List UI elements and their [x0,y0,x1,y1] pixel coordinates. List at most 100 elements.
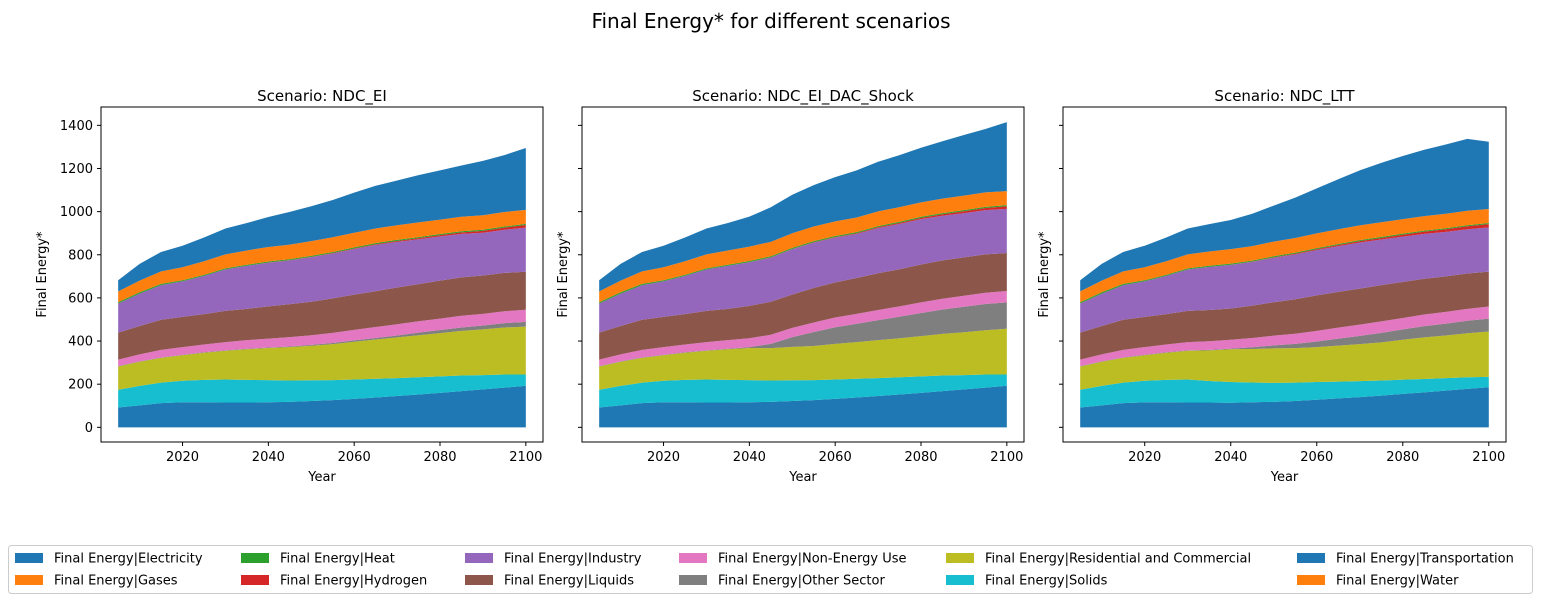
x-tick-label: 2040 [733,450,766,465]
x-tick-label: 2100 [990,450,1023,465]
x-tick-label: 2040 [252,450,285,465]
y-axis-label: Final Energy* [556,231,571,318]
y-axis-label: Final Energy* [35,231,50,318]
area-other-sector [118,321,526,367]
y-tick-label: 0 [85,421,93,436]
area-transportation [1080,387,1489,428]
panel-title: Scenario: NDC_LTT [1214,87,1355,106]
legend-swatch [946,575,974,585]
figure-title: Final Energy* for different scenarios [591,9,950,33]
x-tick-label: 2060 [338,450,371,465]
legend-label: Final Energy|Industry [504,552,642,567]
area-transportation [599,385,1007,428]
legend-swatch [465,553,493,563]
legend-item: Final Energy|Residential and Commercial [946,552,1251,567]
area-other-sector [1080,318,1489,367]
area-transportation [118,385,526,428]
area-electricity [1080,138,1489,292]
area-non-energy-use [118,309,526,367]
x-tick-label: 2060 [1300,450,1333,465]
y-tick-label: 800 [68,248,93,263]
area-industry [118,227,526,333]
y-tick-label: 400 [68,335,93,350]
x-tick-label: 2080 [423,450,456,465]
area-solids [599,374,1007,408]
area-layers [599,122,1007,428]
legend-swatch [679,575,707,585]
area-residential-and-commercial [118,326,526,390]
legend-swatch [15,553,43,563]
y-tick-label: 600 [68,291,93,306]
area-other-sector [599,302,1007,367]
area-non-energy-use [599,291,1007,367]
legend-frame [8,545,1533,594]
legend-label: Final Energy|Hydrogen [280,574,427,589]
legend-swatch [465,575,493,585]
area-solids [1080,376,1489,408]
x-axis-label: Year [307,470,336,485]
area-residential-and-commercial [1080,331,1489,390]
legend-label: Final Energy|Other Sector [718,574,885,589]
area-layers [118,147,526,428]
x-tick-label: 2020 [166,450,199,465]
y-tick-label: 1000 [60,205,93,220]
legend-label: Final Energy|Non-Energy Use [718,552,907,567]
y-tick-label: 1200 [60,162,93,177]
legend-item: Final Energy|Non-Energy Use [679,552,907,567]
x-tick-label: 2100 [1472,450,1505,465]
axes-frame [1062,106,1507,443]
area-electricity [599,122,1007,292]
legend-swatch [946,553,974,563]
legend-label: Final Energy|Gases [54,574,178,589]
y-axis-label: Final Energy* [1037,231,1052,318]
legend-item: Final Energy|Other Sector [679,574,885,589]
area-gases [118,209,526,303]
area-electricity [118,147,526,292]
area-liquids [1080,271,1489,360]
x-tick-label: 2020 [647,450,680,465]
legend-swatch [1297,553,1325,563]
legend-item: Final Energy|Electricity [15,552,203,567]
x-axis-label: Year [1270,470,1299,485]
legend-label: Final Energy|Electricity [54,552,203,567]
area-industry [1080,227,1489,333]
x-axis-label: Year [788,470,817,485]
panel-title: Scenario: NDC_EI [257,87,387,106]
legend-item: Final Energy|Hydrogen [241,574,427,589]
panel-1: Scenario: NDC_EI 2020 2040 2060 2080 2100 0 200… [35,87,544,485]
legend-item: Final Energy|Industry [465,552,642,567]
legend: Final Energy|Electricity Final Energy|Gas… [8,545,1533,594]
area-layers [1080,138,1489,428]
axes-frame [100,106,544,443]
area-residential-and-commercial [599,328,1007,390]
area-industry [599,208,1007,333]
x-tick-label: 2040 [1214,450,1247,465]
area-liquids [118,271,526,360]
legend-label: Final Energy|Heat [280,552,395,567]
y-tick-label: 200 [68,378,93,393]
panel-title: Scenario: NDC_EI_DAC_Shock [692,87,914,106]
x-tick-label: 2060 [819,450,852,465]
legend-item: Final Energy|Heat [241,552,395,567]
legend-label: Final Energy|Residential and Commercial [985,552,1251,567]
area-solids [118,374,526,408]
legend-swatch [15,575,43,585]
legend-item: Final Energy|Solids [946,574,1108,589]
x-tick-label: 2080 [904,450,937,465]
legend-swatch [241,575,269,585]
area-gases [599,191,1007,303]
legend-label: Final Energy|Liquids [504,574,634,589]
x-tick-label: 2100 [509,450,542,465]
legend-swatch [1297,575,1325,585]
x-tick-label: 2080 [1386,450,1419,465]
y-tick-label: 1400 [60,119,93,134]
axes-frame [581,106,1025,443]
legend-swatch [241,553,269,563]
panel-2: Scenario: NDC_EI_DAC_Shock 2020 2040 2060 20… [556,87,1025,485]
area-liquids [599,253,1007,360]
panels: Scenario: NDC_EI 2020 2040 2060 2080 2100 0 200… [35,87,1507,485]
panel-3: Scenario: NDC_LTT 2020 2040 2060 2080 2100 Yea… [1037,87,1507,485]
x-tick-label: 2020 [1128,450,1161,465]
area-gases [1080,209,1489,303]
